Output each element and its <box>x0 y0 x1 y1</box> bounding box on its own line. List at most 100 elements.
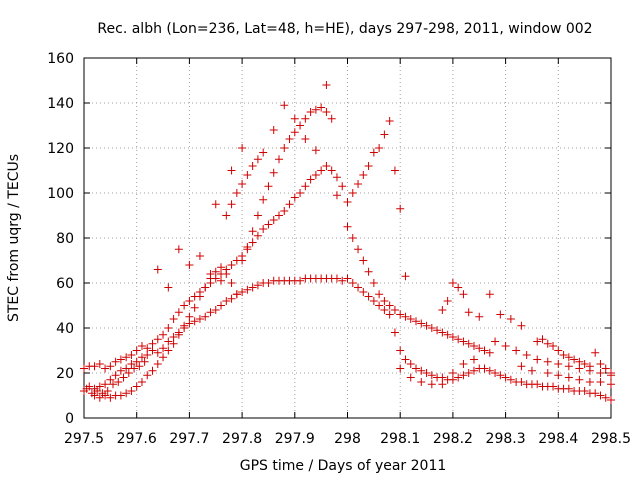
data-point <box>464 369 473 377</box>
data-point <box>259 195 268 204</box>
data-point <box>575 364 584 373</box>
data-point <box>464 339 473 348</box>
x-tick-label: 297.7 <box>169 431 209 447</box>
data-point <box>243 243 252 251</box>
data-point <box>607 396 615 404</box>
data-point <box>201 312 210 321</box>
x-tick-label: 297.8 <box>222 431 262 447</box>
data-point <box>412 364 421 373</box>
data-point <box>591 348 600 357</box>
data-point <box>164 337 173 346</box>
data-point <box>401 312 410 321</box>
data-point <box>130 364 139 373</box>
data-point <box>206 270 215 278</box>
data-point <box>280 101 289 110</box>
data-point <box>385 117 394 125</box>
data-point <box>148 346 157 355</box>
data-point <box>227 166 236 175</box>
data-point <box>396 204 405 213</box>
data-point <box>585 378 594 386</box>
data-point <box>238 180 247 188</box>
data-point <box>274 211 283 220</box>
data-point <box>290 114 299 123</box>
data-point <box>108 380 117 389</box>
data-point <box>285 200 294 209</box>
data-point <box>116 355 125 364</box>
data-point <box>232 189 241 197</box>
data-point <box>469 342 478 350</box>
data-point <box>296 276 305 285</box>
data-point <box>512 346 521 355</box>
x-tick-label: 297.6 <box>117 431 157 447</box>
data-point <box>101 380 110 389</box>
data-point <box>159 353 168 362</box>
data-point <box>264 220 273 229</box>
data-point <box>301 114 310 123</box>
data-point <box>122 389 131 398</box>
axis-ticks <box>83 57 612 419</box>
data-point <box>148 339 157 348</box>
y-tick-label: 120 <box>47 141 74 157</box>
data-point <box>122 353 131 362</box>
data-point <box>427 380 436 389</box>
data-point <box>459 360 468 368</box>
data-point <box>227 200 236 209</box>
data-point <box>564 384 573 393</box>
y-tick-label: 0 <box>65 411 74 427</box>
data-point <box>248 238 257 247</box>
data-point <box>501 373 510 382</box>
y-tick-label: 100 <box>47 186 74 202</box>
data-point <box>443 330 452 339</box>
data-point <box>517 362 526 371</box>
data-point <box>401 272 410 281</box>
data-point <box>153 360 162 368</box>
data-point <box>422 369 431 377</box>
data-point <box>485 290 494 299</box>
data-point <box>190 303 199 312</box>
data-point <box>564 373 573 382</box>
x-axis-label: GPS time / Days of year 2011 <box>240 458 447 474</box>
data-point <box>390 328 399 337</box>
data-point <box>169 333 178 341</box>
data-point <box>327 114 336 123</box>
data-point <box>327 166 336 175</box>
data-point <box>438 306 447 314</box>
data-point <box>527 366 536 375</box>
data-point <box>264 279 273 287</box>
data-point <box>185 319 194 328</box>
data-point <box>369 279 378 287</box>
data-point <box>375 290 384 299</box>
data-point <box>385 301 394 310</box>
data-point <box>506 315 515 323</box>
data-point <box>153 265 162 274</box>
data-point <box>580 360 589 368</box>
data-point <box>543 369 552 377</box>
data-point <box>406 315 415 323</box>
data-point <box>101 364 110 373</box>
y-tick-label: 40 <box>56 321 74 337</box>
data-point <box>438 380 447 389</box>
data-point <box>596 360 605 368</box>
data-point <box>454 335 463 344</box>
data-point <box>475 344 484 353</box>
data-point <box>601 364 610 373</box>
data-point <box>227 279 236 287</box>
x-tick-label: 298.2 <box>433 431 473 447</box>
data-point <box>243 285 252 294</box>
data-point <box>454 373 463 382</box>
data-point <box>480 364 489 373</box>
data-point <box>543 357 552 366</box>
data-point <box>132 357 141 366</box>
data-point <box>448 279 457 287</box>
data-point <box>217 301 226 310</box>
data-point <box>195 252 204 260</box>
data-point <box>201 283 210 292</box>
data-point <box>116 366 125 375</box>
data-point <box>269 216 278 224</box>
data-point <box>380 297 389 305</box>
data-point <box>596 369 605 377</box>
data-point <box>543 339 552 348</box>
data-point <box>101 391 110 400</box>
data-point <box>332 274 341 283</box>
data-point <box>459 337 468 346</box>
